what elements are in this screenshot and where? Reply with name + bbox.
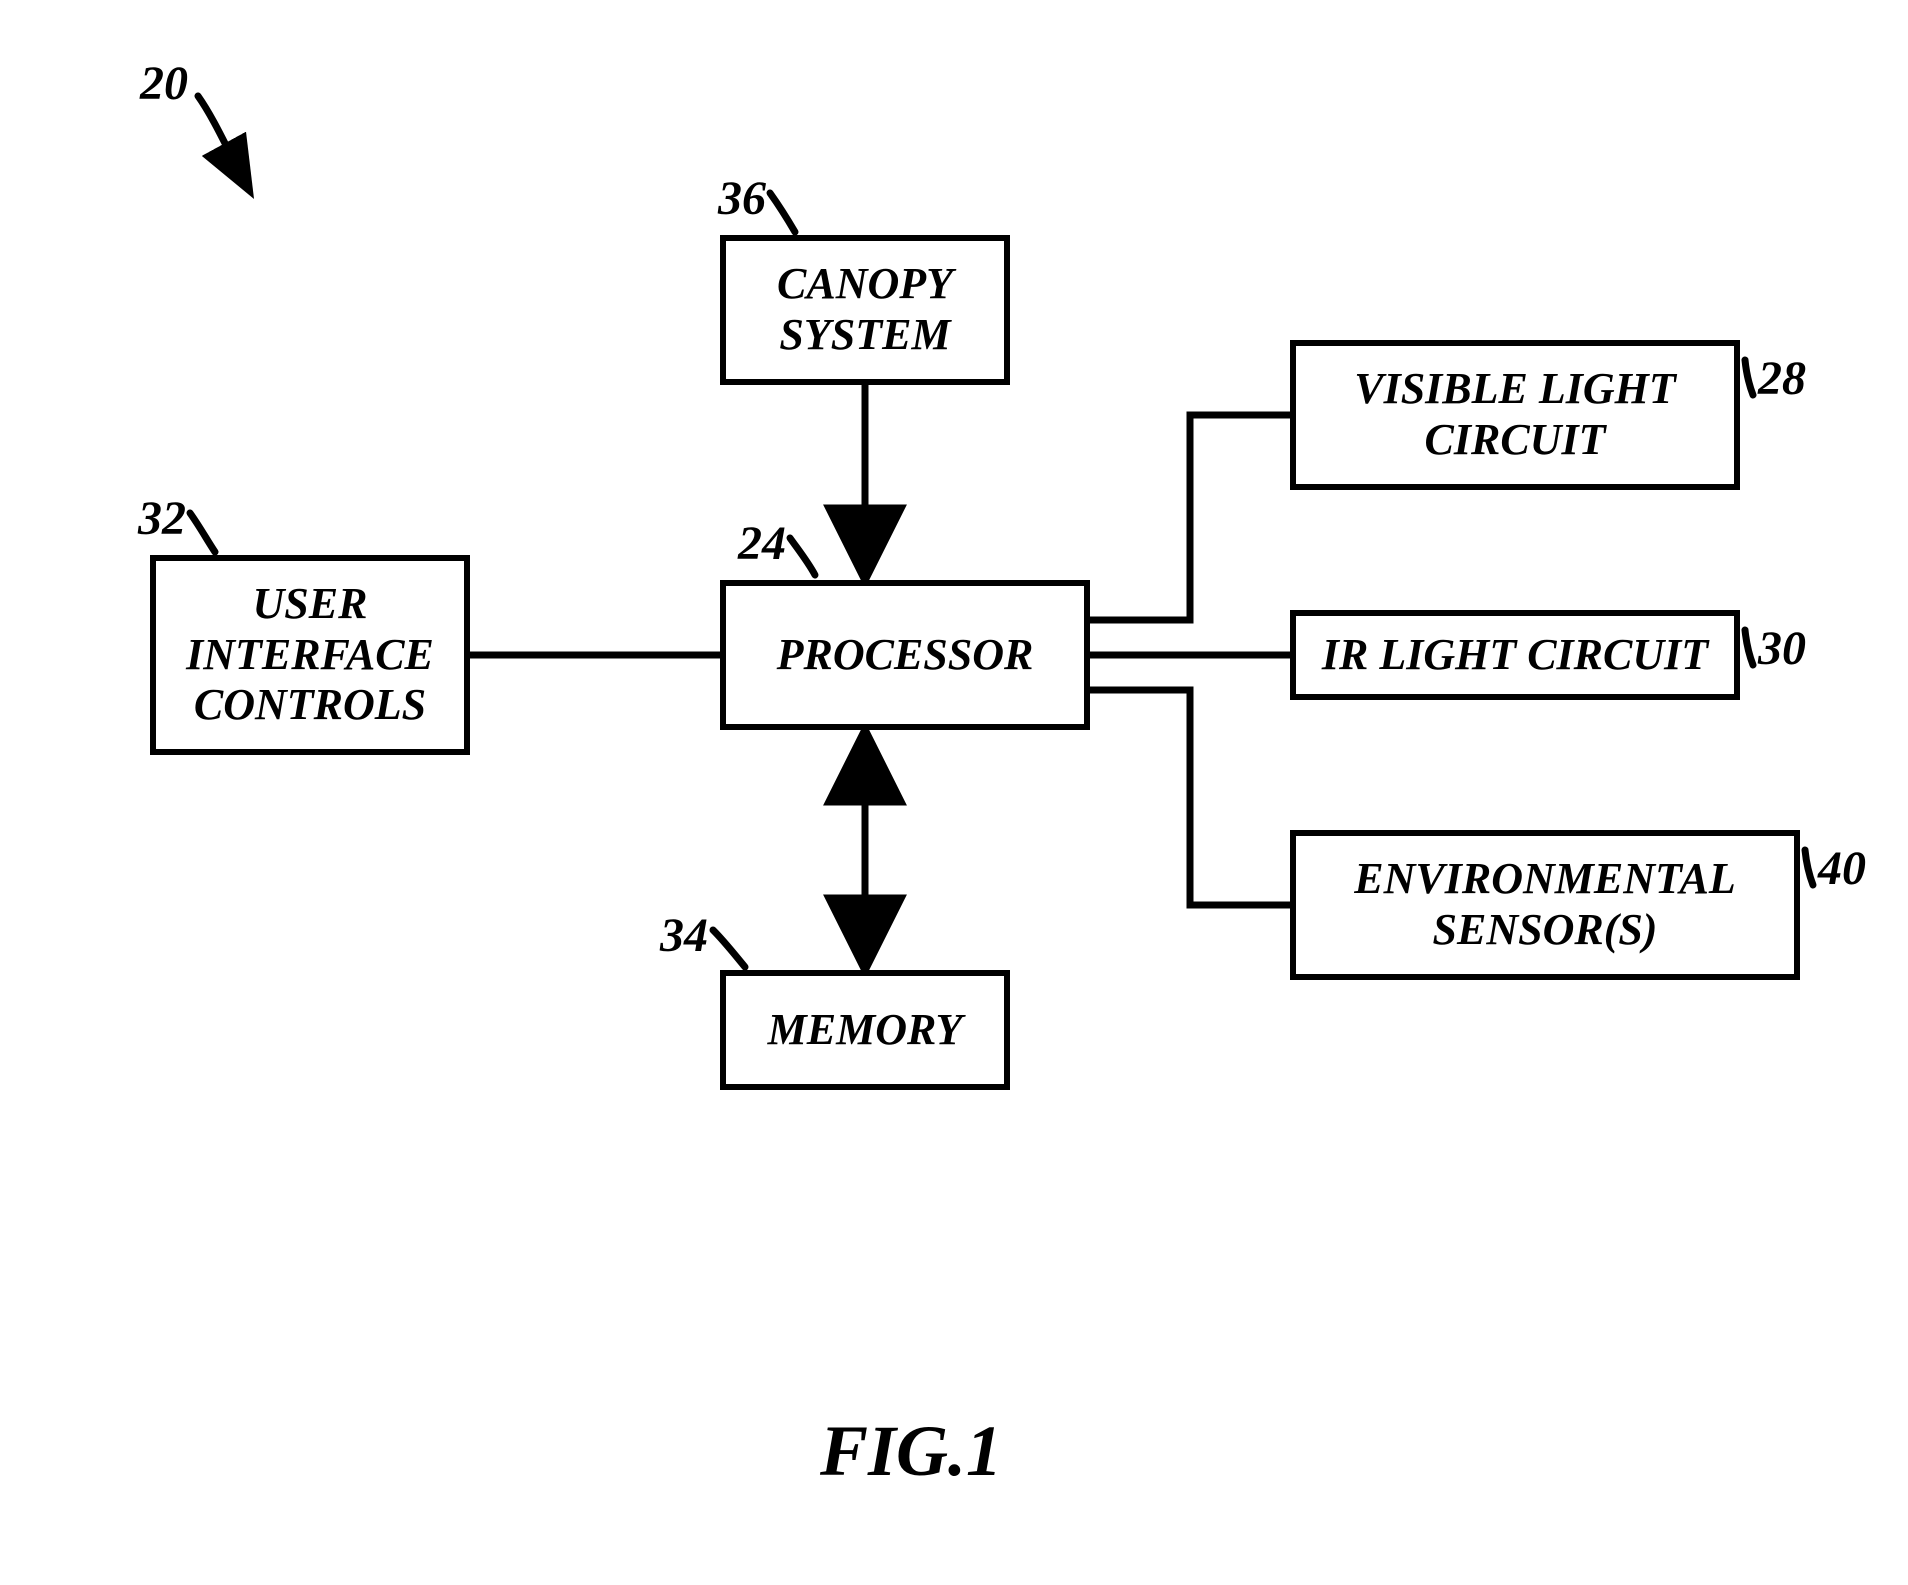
leadline-ir	[1745, 630, 1753, 665]
ref-visible: 28	[1758, 355, 1806, 403]
ref-memory: 34	[660, 912, 708, 960]
ref-uic: 32	[138, 495, 186, 543]
leadline-processor	[790, 538, 815, 575]
figure-caption: FIG.1	[820, 1410, 1002, 1493]
leadline-overall	[198, 96, 248, 188]
leadline-uic	[190, 513, 215, 552]
box-memory: MEMORY	[720, 970, 1010, 1090]
box-env: ENVIRONMENTALSENSOR(S)	[1290, 830, 1800, 980]
diagram-stage: PROCESSOR CANOPYSYSTEM MEMORY USERINTERF…	[0, 0, 1908, 1585]
edge-processor-visible	[1090, 415, 1290, 620]
leadline-visible	[1745, 360, 1753, 395]
ref-overall: 20	[140, 60, 188, 108]
box-canopy: CANOPYSYSTEM	[720, 235, 1010, 385]
box-uic: USERINTERFACECONTROLS	[150, 555, 470, 755]
edge-processor-env	[1090, 690, 1290, 905]
leadline-memory	[713, 930, 745, 967]
leadline-canopy	[770, 193, 795, 232]
ref-ir: 30	[1758, 625, 1806, 673]
ref-canopy: 36	[718, 175, 766, 223]
leadline-env	[1805, 850, 1813, 885]
box-processor: PROCESSOR	[720, 580, 1090, 730]
ref-processor: 24	[738, 520, 786, 568]
box-visible: VISIBLE LIGHTCIRCUIT	[1290, 340, 1740, 490]
ref-env: 40	[1818, 845, 1866, 893]
box-ir: IR LIGHT CIRCUIT	[1290, 610, 1740, 700]
